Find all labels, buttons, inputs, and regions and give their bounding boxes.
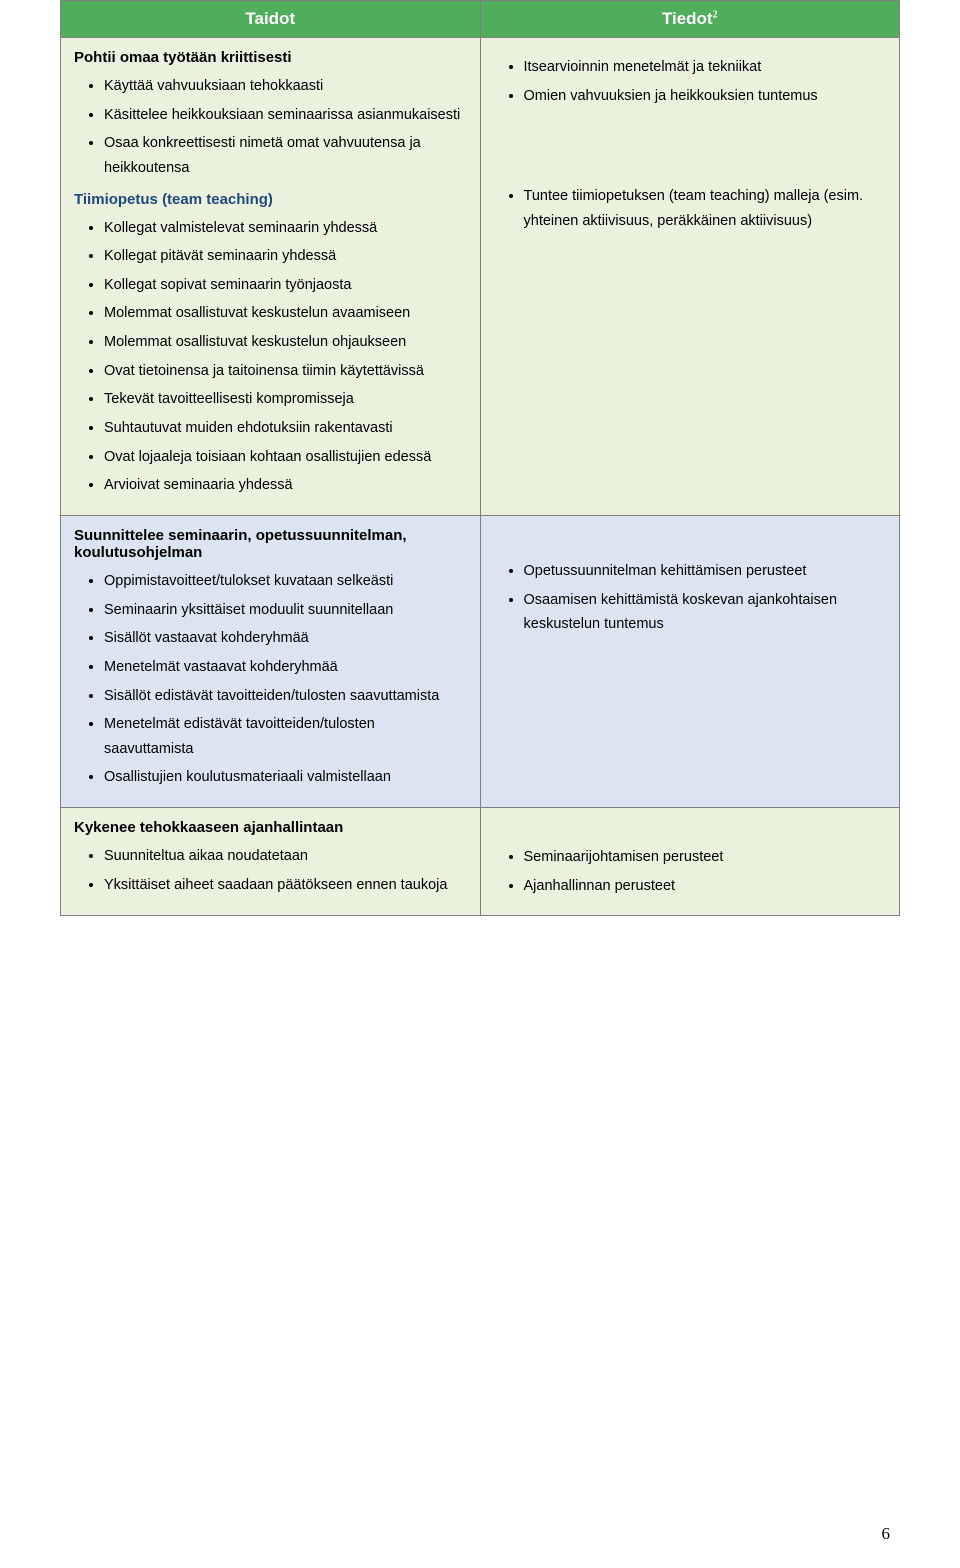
list-item: Ovat lojaaleja toisiaan kohtaan osallist…	[104, 443, 467, 472]
list-item: Arvioivat seminaaria yhdessä	[104, 471, 467, 500]
list-item: Tuntee tiimiopetuksen (team teaching) ma…	[524, 182, 887, 235]
header-tiedot: Tiedot2	[480, 1, 900, 38]
row1-left-listB: Kollegat valmistelevat seminaarin yhdess…	[74, 214, 467, 500]
header-right-text: Tiedot	[662, 9, 713, 28]
list-item: Käyttää vahvuuksiaan tehokkaasti	[104, 72, 467, 101]
list-item: Kollegat sopivat seminaarin työnjaosta	[104, 271, 467, 300]
list-item: Omien vahvuuksien ja heikkouksien tuntem…	[524, 82, 887, 111]
row3-right-cell: Seminaarijohtamisen perusteet Ajanhallin…	[480, 808, 900, 916]
list-item: Kollegat pitävät seminaarin yhdessä	[104, 242, 467, 271]
list-item: Ovat tietoinensa ja taitoinensa tiimin k…	[104, 357, 467, 386]
row1-right-cell: Itsearvioinnin menetelmät ja tekniikat O…	[480, 38, 900, 516]
list-item: Oppimistavoitteet/tulokset kuvataan selk…	[104, 567, 467, 596]
list-item: Osaa konkreettisesti nimetä omat vahvuut…	[104, 129, 467, 182]
row1-left-listA: Käyttää vahvuuksiaan tehokkaasti Käsitte…	[74, 72, 467, 183]
list-item: Kollegat valmistelevat seminaarin yhdess…	[104, 214, 467, 243]
list-item: Seminaarin yksittäiset moduulit suunnite…	[104, 596, 467, 625]
row2-title: Suunnittelee seminaarin, opetussuunnitel…	[74, 527, 467, 561]
competency-table: Taidot Tiedot2 Pohtii omaa työtään kriit…	[60, 0, 900, 916]
list-item: Menetelmät vastaavat kohderyhmää	[104, 653, 467, 682]
row-1: Pohtii omaa työtään kriittisesti Käyttää…	[61, 38, 900, 516]
header-left-text: Taidot	[245, 9, 295, 28]
row-3: Kykenee tehokkaaseen ajanhallintaan Suun…	[61, 808, 900, 916]
header-taidot: Taidot	[61, 1, 481, 38]
list-item: Opetussuunnitelman kehittämisen perustee…	[524, 557, 887, 586]
row2-left-list: Oppimistavoitteet/tulokset kuvataan selk…	[74, 567, 467, 792]
list-item: Suunniteltua aikaa noudatetaan	[104, 842, 467, 871]
list-item: Molemmat osallistuvat keskustelun avaami…	[104, 299, 467, 328]
row-2: Suunnittelee seminaarin, opetussuunnitel…	[61, 515, 900, 807]
header-footnote-mark: 2	[713, 9, 718, 20]
list-item: Ajanhallinnan perusteet	[524, 872, 887, 901]
list-item: Käsittelee heikkouksiaan seminaarissa as…	[104, 101, 467, 130]
row3-right-list: Seminaarijohtamisen perusteet Ajanhallin…	[494, 843, 887, 900]
list-item: Tekevät tavoitteellisesti kompromisseja	[104, 385, 467, 414]
list-item: Osaamisen kehittämistä koskevan ajankoht…	[524, 586, 887, 639]
list-item: Sisällöt vastaavat kohderyhmää	[104, 624, 467, 653]
row1-right-listB: Tuntee tiimiopetuksen (team teaching) ma…	[494, 182, 887, 235]
header-row: Taidot Tiedot2	[61, 1, 900, 38]
row2-left-cell: Suunnittelee seminaarin, opetussuunnitel…	[61, 515, 481, 807]
list-item: Seminaarijohtamisen perusteet	[524, 843, 887, 872]
row1-left-cell: Pohtii omaa työtään kriittisesti Käyttää…	[61, 38, 481, 516]
row2-right-list: Opetussuunnitelman kehittämisen perustee…	[494, 557, 887, 639]
list-item: Molemmat osallistuvat keskustelun ohjauk…	[104, 328, 467, 357]
row3-left-cell: Kykenee tehokkaaseen ajanhallintaan Suun…	[61, 808, 481, 916]
row3-title: Kykenee tehokkaaseen ajanhallintaan	[74, 819, 467, 836]
row1-titleB: Tiimiopetus (team teaching)	[74, 191, 467, 208]
list-item: Itsearvioinnin menetelmät ja tekniikat	[524, 53, 887, 82]
list-item: Suhtautuvat muiden ehdotuksiin rakentava…	[104, 414, 467, 443]
list-item: Yksittäiset aiheet saadaan päätökseen en…	[104, 871, 467, 900]
row3-left-list: Suunniteltua aikaa noudatetaan Yksittäis…	[74, 842, 467, 899]
list-item: Menetelmät edistävät tavoitteiden/tulost…	[104, 710, 467, 763]
row2-right-cell: Opetussuunnitelman kehittämisen perustee…	[480, 515, 900, 807]
list-item: Sisällöt edistävät tavoitteiden/tulosten…	[104, 682, 467, 711]
row1-right-listA: Itsearvioinnin menetelmät ja tekniikat O…	[494, 53, 887, 110]
page-number: 6	[882, 1524, 891, 1544]
row1-titleA: Pohtii omaa työtään kriittisesti	[74, 49, 467, 66]
list-item: Osallistujien koulutusmateriaali valmist…	[104, 763, 467, 792]
